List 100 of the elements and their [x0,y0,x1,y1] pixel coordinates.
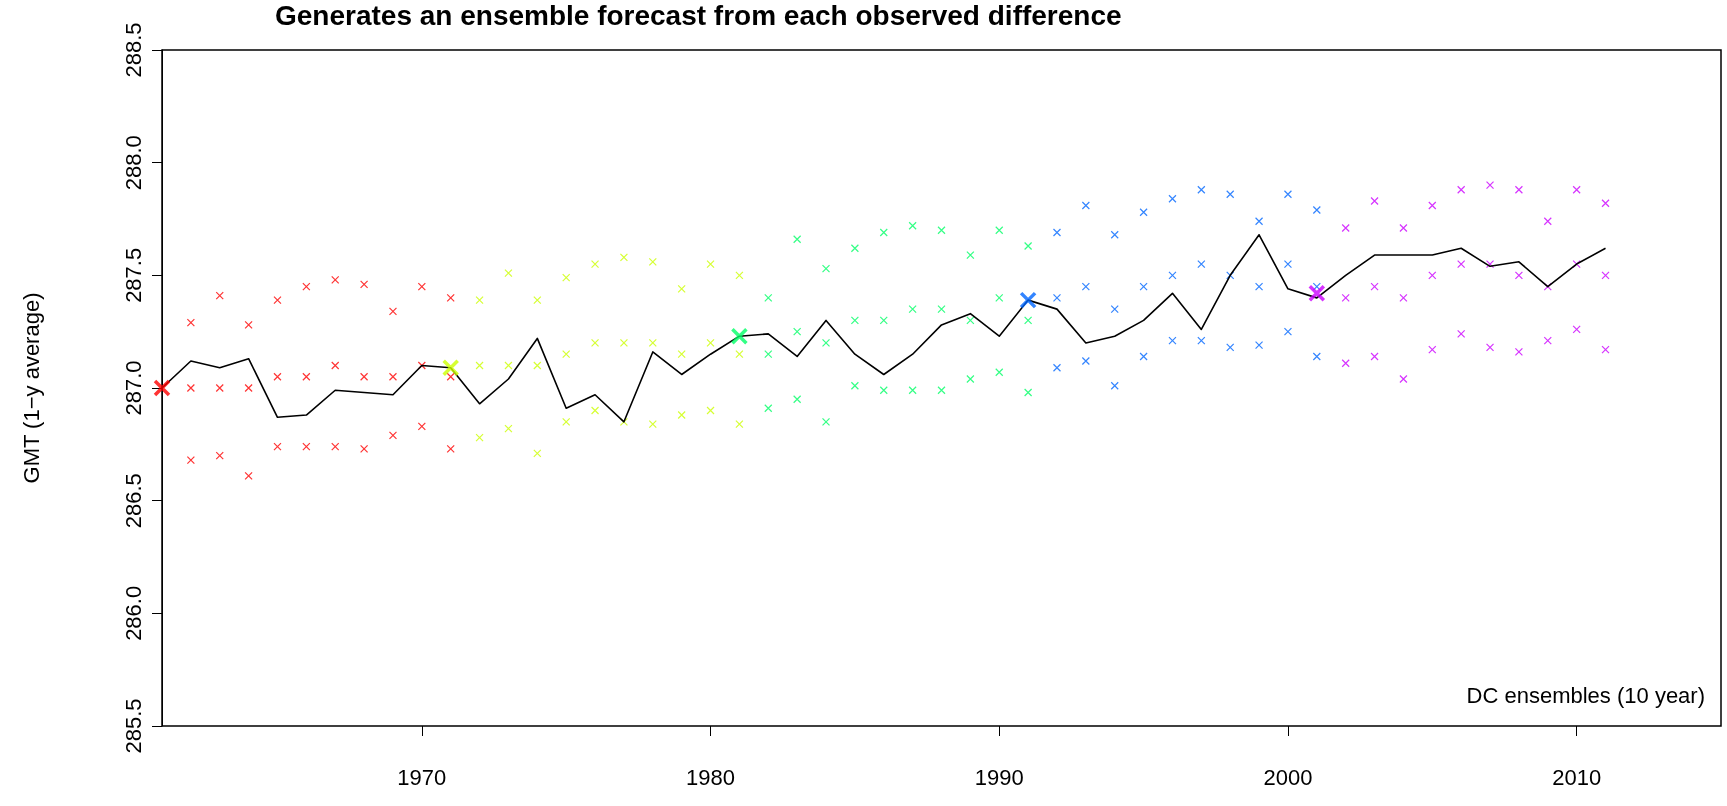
point [1370,196,1379,206]
point [417,422,426,431]
point [1139,352,1148,361]
point [1399,293,1408,302]
y-tick-label: 287.0 [120,360,146,416]
x-tick-label: 1970 [397,764,447,790]
point [1226,190,1235,199]
point [1312,282,1321,291]
point [302,442,311,451]
point [244,383,253,393]
point [995,368,1004,377]
point [1168,336,1177,345]
point [619,253,629,262]
point [533,361,542,370]
point [1457,185,1466,194]
point [1168,194,1177,203]
point [504,424,513,433]
point [1341,359,1350,368]
point [1081,282,1090,291]
point [244,471,253,480]
point [1341,293,1350,302]
point [1572,325,1581,334]
point [648,419,657,429]
point [417,282,426,291]
point [1024,316,1033,325]
point [1543,217,1552,226]
point [1428,201,1437,210]
point [966,374,975,384]
point [302,282,311,291]
point [273,296,282,305]
point [1254,282,1264,291]
point [562,350,571,359]
point [908,386,917,395]
point [1341,223,1350,233]
point [648,257,657,266]
point [677,410,686,420]
point [359,444,369,453]
point [850,244,859,253]
point [1024,388,1033,397]
point [1514,347,1524,357]
point [1457,329,1466,339]
point [1052,363,1062,372]
point [359,372,369,381]
annotation: DC ensembles (10 year) [1466,682,1706,708]
point [966,250,975,260]
point [1052,228,1062,237]
point [1226,343,1235,352]
y-tick-label: 286.0 [120,585,146,641]
x-tick-label: 1980 [686,764,736,790]
point [1139,282,1148,291]
point [1226,271,1235,280]
point [1110,381,1119,390]
point [821,338,831,348]
point [677,350,686,359]
point [1052,293,1062,302]
point [1110,230,1119,239]
point [388,431,398,440]
point [677,284,686,293]
y-tick-label: 286.5 [120,473,146,529]
chart-title: Generates an ensemble forecast from each observed difference [275,0,1122,31]
point [504,361,513,370]
point [648,338,657,348]
point [533,449,542,458]
point [850,316,859,325]
x-tick-label: 2010 [1552,764,1602,790]
point [590,338,600,348]
point [446,444,455,453]
point [590,259,600,269]
point [821,264,831,273]
point [1139,208,1148,217]
point [735,271,744,280]
point [1283,259,1293,269]
point [1168,271,1177,280]
point [793,235,802,244]
point [273,372,282,381]
point [764,404,773,413]
point [186,383,195,393]
point [475,433,484,442]
point [1312,205,1321,215]
point [850,381,859,390]
y-tick-label: 285.5 [120,698,146,754]
point [879,228,888,237]
point [1514,271,1524,280]
point [273,442,282,451]
point [937,226,946,235]
point [244,320,253,330]
point [966,316,975,325]
point [1485,259,1495,269]
point [1514,185,1524,194]
point [706,338,715,348]
point [1370,352,1379,361]
x-tick-label: 1990 [974,764,1024,790]
point [764,293,773,302]
point [908,221,917,230]
point [1399,374,1408,384]
point [821,417,831,426]
point [388,372,398,381]
point [1024,241,1033,251]
point [504,268,513,278]
point [331,361,340,370]
